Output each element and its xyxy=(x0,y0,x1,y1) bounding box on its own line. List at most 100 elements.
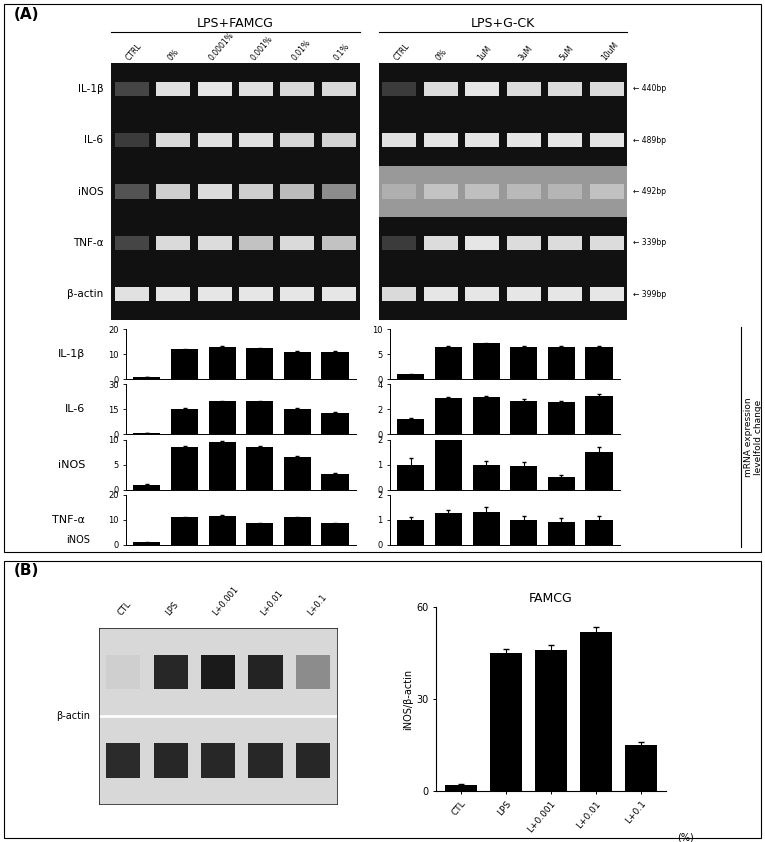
Bar xyxy=(284,517,311,545)
Bar xyxy=(506,236,541,250)
Bar xyxy=(281,287,314,301)
Bar xyxy=(156,184,190,199)
Bar xyxy=(171,447,198,489)
Bar xyxy=(424,82,457,96)
Bar xyxy=(490,653,522,791)
Bar xyxy=(397,520,425,545)
Bar xyxy=(239,236,273,250)
Bar xyxy=(590,133,623,147)
Bar xyxy=(156,133,190,147)
Bar xyxy=(424,184,457,199)
Bar xyxy=(382,133,416,147)
Bar xyxy=(321,352,349,379)
Bar xyxy=(510,466,537,489)
Bar xyxy=(321,413,349,434)
Bar xyxy=(322,184,356,199)
Bar xyxy=(510,401,537,434)
Bar xyxy=(156,82,190,96)
Bar xyxy=(106,655,140,689)
Text: β-actin: β-actin xyxy=(67,290,103,299)
Bar xyxy=(549,184,582,199)
Bar xyxy=(473,465,500,489)
Bar xyxy=(106,743,140,778)
Text: IL-6: IL-6 xyxy=(65,404,85,414)
Text: mRNA expression
levelfold change: mRNA expression levelfold change xyxy=(744,397,763,477)
Y-axis label: iNOS/β-actin: iNOS/β-actin xyxy=(403,669,413,730)
Bar xyxy=(209,401,236,434)
Bar xyxy=(239,184,273,199)
Text: L+0.01: L+0.01 xyxy=(259,589,285,617)
Text: LPS+G-CK: LPS+G-CK xyxy=(471,17,535,29)
Bar xyxy=(506,184,541,199)
Bar xyxy=(322,82,356,96)
Bar xyxy=(585,452,613,489)
Bar xyxy=(284,457,311,489)
Bar xyxy=(239,287,273,301)
Bar xyxy=(281,236,314,250)
Bar xyxy=(510,520,537,545)
Bar xyxy=(239,82,273,96)
Bar xyxy=(382,184,416,199)
Bar xyxy=(115,133,148,147)
Bar xyxy=(397,465,425,489)
Text: ← 440bp: ← 440bp xyxy=(633,84,666,93)
Text: IL-1β: IL-1β xyxy=(57,349,85,360)
Bar xyxy=(590,82,623,96)
Text: β-actin: β-actin xyxy=(56,711,90,721)
Bar xyxy=(246,524,273,545)
Bar xyxy=(465,236,500,250)
Bar xyxy=(281,133,314,147)
Bar xyxy=(209,442,236,489)
Bar xyxy=(197,287,232,301)
Bar xyxy=(197,184,232,199)
Text: 0%: 0% xyxy=(166,47,181,62)
Bar xyxy=(249,655,282,689)
Bar xyxy=(549,82,582,96)
Bar xyxy=(197,236,232,250)
Bar xyxy=(133,542,161,545)
Bar xyxy=(133,485,161,489)
Bar xyxy=(580,632,612,791)
Text: TNF-α: TNF-α xyxy=(52,514,85,525)
Bar xyxy=(246,401,273,434)
Text: (%): (%) xyxy=(677,832,694,842)
Bar xyxy=(321,524,349,545)
Bar xyxy=(548,522,575,545)
Bar xyxy=(549,133,582,147)
Text: 0.01%: 0.01% xyxy=(291,38,313,62)
Bar xyxy=(154,743,187,778)
Bar xyxy=(322,287,356,301)
Bar xyxy=(548,402,575,434)
Bar xyxy=(201,655,235,689)
Bar xyxy=(115,236,148,250)
Bar xyxy=(535,650,567,791)
Bar xyxy=(510,347,537,379)
Bar xyxy=(382,236,416,250)
Bar xyxy=(585,347,613,379)
Bar xyxy=(249,743,282,778)
Bar xyxy=(424,133,457,147)
Bar xyxy=(465,82,500,96)
Bar xyxy=(171,408,198,434)
Bar xyxy=(197,82,232,96)
Text: L+0.001: L+0.001 xyxy=(211,585,241,617)
Bar xyxy=(382,287,416,301)
Bar xyxy=(171,349,198,379)
Bar xyxy=(506,82,541,96)
Bar xyxy=(246,348,273,379)
Bar xyxy=(549,236,582,250)
Text: 0.0001%: 0.0001% xyxy=(207,30,236,62)
Bar xyxy=(465,133,500,147)
Bar xyxy=(435,347,462,379)
Bar xyxy=(473,344,500,379)
Bar xyxy=(424,287,457,301)
Bar xyxy=(115,82,148,96)
Bar xyxy=(209,516,236,545)
Text: LPS: LPS xyxy=(164,600,181,617)
Bar xyxy=(133,433,161,434)
Text: IL-6: IL-6 xyxy=(84,136,103,145)
Text: 10uM: 10uM xyxy=(600,40,620,62)
Bar xyxy=(590,184,623,199)
Bar xyxy=(473,397,500,434)
Bar xyxy=(281,184,314,199)
